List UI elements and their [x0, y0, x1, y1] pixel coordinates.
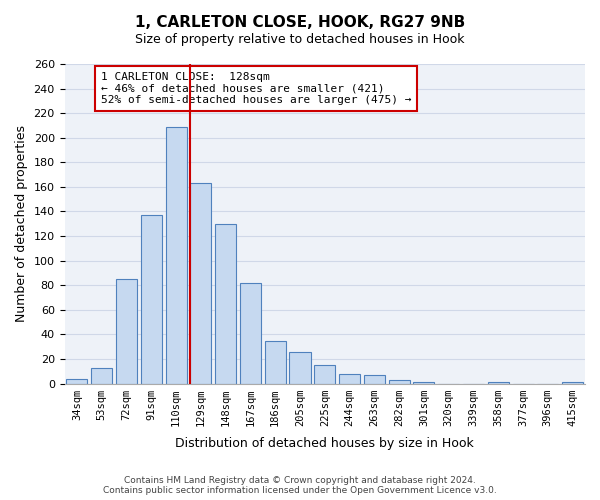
Bar — [488, 382, 509, 384]
Bar — [413, 382, 434, 384]
X-axis label: Distribution of detached houses by size in Hook: Distribution of detached houses by size … — [175, 437, 474, 450]
Text: 1 CARLETON CLOSE:  128sqm
← 46% of detached houses are smaller (421)
52% of semi: 1 CARLETON CLOSE: 128sqm ← 46% of detach… — [101, 72, 412, 105]
Text: Size of property relative to detached houses in Hook: Size of property relative to detached ho… — [135, 32, 465, 46]
Bar — [240, 283, 261, 384]
Bar — [314, 365, 335, 384]
Bar — [67, 378, 88, 384]
Text: Contains HM Land Registry data © Crown copyright and database right 2024.
Contai: Contains HM Land Registry data © Crown c… — [103, 476, 497, 495]
Bar — [389, 380, 410, 384]
Bar — [166, 126, 187, 384]
Y-axis label: Number of detached properties: Number of detached properties — [15, 126, 28, 322]
Bar — [339, 374, 360, 384]
Bar — [562, 382, 583, 384]
Bar — [190, 183, 211, 384]
Bar — [91, 368, 112, 384]
Bar — [215, 224, 236, 384]
Bar — [265, 340, 286, 384]
Bar — [116, 279, 137, 384]
Bar — [364, 375, 385, 384]
Bar — [289, 352, 311, 384]
Text: 1, CARLETON CLOSE, HOOK, RG27 9NB: 1, CARLETON CLOSE, HOOK, RG27 9NB — [135, 15, 465, 30]
Bar — [141, 215, 162, 384]
